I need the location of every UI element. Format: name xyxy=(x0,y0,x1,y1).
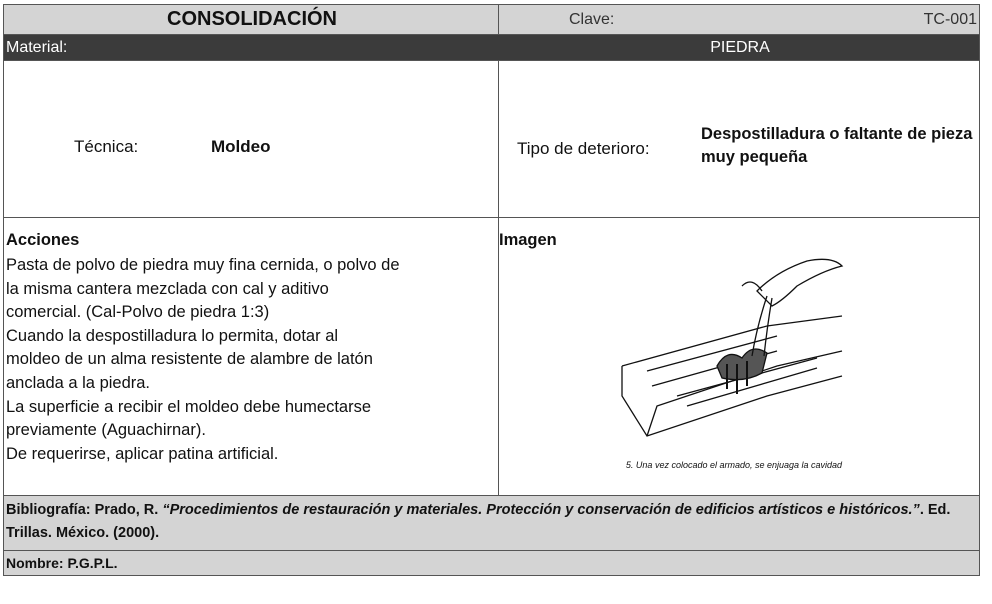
imagen-cell: Imagen 5. Una vez colocado el armado, se… xyxy=(498,217,980,496)
nombre-label: Nombre: xyxy=(6,555,64,571)
acciones-cell: Acciones Pasta de polvo de piedra muy fi… xyxy=(3,217,499,496)
illustration xyxy=(621,258,844,437)
acciones-line: Pasta de polvo de piedra muy fina cernid… xyxy=(6,256,400,274)
acciones-line: comercial. (Cal-Polvo de piedra 1:3) xyxy=(6,303,270,322)
bibliografia-row: Bibliografía: Prado, R. “Procedimientos … xyxy=(3,495,980,551)
deterioro-label: Tipo de deterioro: xyxy=(517,139,650,158)
tecnica-value: Moldeo xyxy=(211,137,271,156)
acciones-line: La superficie a recibir el moldeo debe h… xyxy=(6,397,372,416)
material-row: Material: PIEDRA xyxy=(3,34,980,61)
title: CONSOLIDACIÓN xyxy=(167,8,337,30)
clave: TC-001 xyxy=(923,11,977,28)
tecnica-cell: Técnica: Moldeo xyxy=(3,60,499,218)
acciones-line: anclada a la piedra. xyxy=(6,373,151,392)
material-label: Material: xyxy=(6,39,68,56)
acciones-title: Acciones xyxy=(6,231,80,249)
tecnica-label: Técnica: xyxy=(74,137,139,156)
clave-cell: Clave: TC-001 xyxy=(498,4,980,35)
acciones-line: Cuando la despostilladura lo permita, do… xyxy=(6,326,339,345)
acciones-line: De requerirse, aplicar patina artificial… xyxy=(6,444,279,463)
deterioro-cell: Tipo de deterioro: Despostilladura o fal… xyxy=(498,60,980,218)
clave-label: Clave: xyxy=(569,11,615,28)
acciones-line: la misma cantera mezclada con cal y adit… xyxy=(6,279,329,298)
title-cell: CONSOLIDACIÓN xyxy=(3,4,499,35)
bib-work: “Procedimientos de restauración y materi… xyxy=(162,502,920,518)
acciones-line: moldeo de un alma resistente de alambre … xyxy=(6,350,373,369)
bib-label: Bibliografía: xyxy=(6,502,91,518)
bib-author: Prado, R. xyxy=(94,502,159,518)
bib-rest: . Ed. Trillas. México. (2000). xyxy=(6,502,951,541)
nombre-row: Nombre: P.G.P.L. xyxy=(3,550,980,576)
acciones-text: Pasta de polvo de piedra muy fina cernid… xyxy=(6,254,400,466)
acciones-line: previamente (Aguachirnar). xyxy=(6,421,206,440)
material-value: PIEDRA xyxy=(710,39,770,56)
deterioro-value: Despostilladura o faltante de pieza muy … xyxy=(701,125,973,166)
nombre-value: P.G.P.L. xyxy=(67,555,118,571)
image-caption: 5. Una vez colocado el armado, se enjuag… xyxy=(625,460,843,470)
imagen-title: Imagen xyxy=(499,231,557,249)
